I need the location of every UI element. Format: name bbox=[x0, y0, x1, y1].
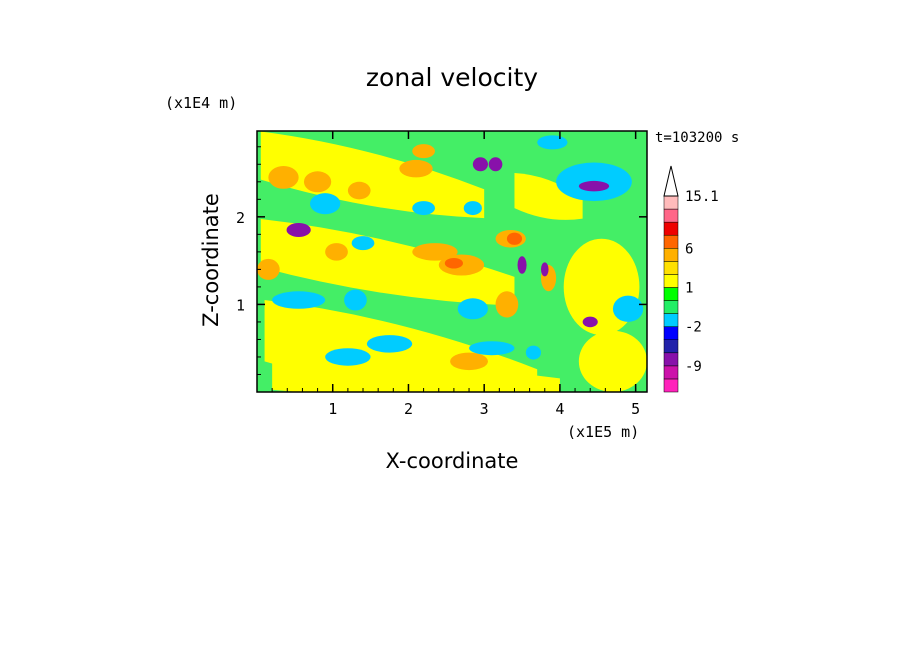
contour-blob-19 bbox=[495, 291, 519, 318]
contour-blob-24 bbox=[412, 201, 435, 216]
contour-blob-14 bbox=[257, 258, 280, 280]
y-tick-label-2: 2 bbox=[236, 209, 245, 227]
time-label: t=103200 s bbox=[655, 130, 739, 146]
contour-blob-35 bbox=[537, 135, 568, 150]
x-axis-unit: (x1E5 m) bbox=[567, 423, 639, 441]
y-axis-label: Z-coordinate bbox=[199, 193, 223, 327]
colorbar-label-2: 1 bbox=[685, 280, 693, 296]
colorbar-segment-0 bbox=[663, 378, 679, 393]
colorbar-segment-2 bbox=[663, 352, 679, 367]
colorbar-label-3: -2 bbox=[685, 320, 702, 336]
colorbar-segment-8 bbox=[663, 274, 679, 288]
x-tick-label-5: 5 bbox=[631, 400, 640, 418]
y-axis-unit: (x1E4 m) bbox=[165, 94, 237, 112]
colorbar-extend-arrow bbox=[663, 165, 679, 197]
chart-title: zonal velocity bbox=[366, 63, 538, 92]
colorbar-segment-1 bbox=[663, 365, 679, 380]
colorbar-segment-7 bbox=[663, 287, 679, 301]
contour-blob-36 bbox=[286, 222, 311, 237]
colorbar-segment-6 bbox=[663, 300, 679, 314]
contour-blob-39 bbox=[578, 180, 610, 192]
contour-blob-37 bbox=[472, 157, 488, 172]
x-tick-label-2: 2 bbox=[404, 400, 413, 418]
contour-blob-27 bbox=[344, 289, 367, 311]
contour-blob-40 bbox=[582, 316, 598, 328]
colorbar-segment-12 bbox=[663, 221, 679, 236]
y-tick-label-1: 1 bbox=[236, 296, 245, 314]
colorbar-label-0: 15.1 bbox=[685, 189, 719, 205]
plot-area bbox=[257, 131, 647, 392]
colorbar-segment-5 bbox=[663, 313, 679, 327]
x-tick-label-4: 4 bbox=[555, 400, 564, 418]
contour-blob-22 bbox=[310, 193, 341, 215]
colorbar-segment-13 bbox=[663, 208, 679, 223]
contour-blob-21 bbox=[412, 144, 435, 159]
contour-band-1 bbox=[260, 219, 515, 306]
colorbar: 15.1 6 1 -2 -9 bbox=[663, 165, 719, 393]
contour-blob-6 bbox=[578, 330, 647, 392]
colorbar-segment-11 bbox=[663, 234, 679, 249]
contour-blob-30 bbox=[325, 348, 371, 366]
contour-band-0 bbox=[260, 131, 485, 219]
contour-blob-17 bbox=[506, 232, 523, 245]
x-axis-label: X-coordinate bbox=[386, 449, 519, 473]
contour-blob-32 bbox=[525, 345, 541, 360]
contour-blob-10 bbox=[399, 159, 433, 178]
colorbar-label-1: 6 bbox=[685, 241, 693, 257]
contour-blob-28 bbox=[457, 298, 488, 320]
contour-blob-15 bbox=[325, 243, 348, 261]
colorbar-segment-3 bbox=[663, 339, 679, 354]
contour-blob-18 bbox=[450, 352, 488, 371]
colorbar-segment-14 bbox=[663, 195, 679, 210]
colorbar-label-4: -9 bbox=[685, 359, 702, 375]
contour-blob-11 bbox=[412, 243, 458, 261]
contour-blob-8 bbox=[303, 171, 332, 193]
contour-blob-29 bbox=[366, 335, 413, 353]
x-tick-label-3: 3 bbox=[480, 400, 489, 418]
colorbar-segment-4 bbox=[663, 326, 679, 340]
contour-band-4 bbox=[514, 173, 583, 220]
contour-band-3 bbox=[272, 359, 560, 392]
contour-blob-38 bbox=[488, 157, 503, 172]
x-tick-label-1: 1 bbox=[328, 400, 337, 418]
contour-blob-34 bbox=[612, 295, 644, 322]
contour-blob-7 bbox=[268, 166, 299, 189]
colorbar-segment-9 bbox=[663, 261, 679, 275]
axes: 1 2 3 4 5 1 2 bbox=[236, 131, 647, 418]
contour-blob-23 bbox=[351, 236, 375, 251]
colorbar-segment-10 bbox=[663, 248, 679, 262]
contour-blob-9 bbox=[347, 181, 371, 200]
contour-blob-31 bbox=[469, 341, 515, 356]
contour-blob-26 bbox=[272, 291, 326, 309]
contour-blob-41 bbox=[517, 256, 527, 274]
contour-blob-42 bbox=[540, 262, 549, 277]
contour-blob-25 bbox=[463, 201, 482, 216]
contour-blob-13 bbox=[444, 257, 463, 269]
plot-frame bbox=[256, 130, 648, 393]
